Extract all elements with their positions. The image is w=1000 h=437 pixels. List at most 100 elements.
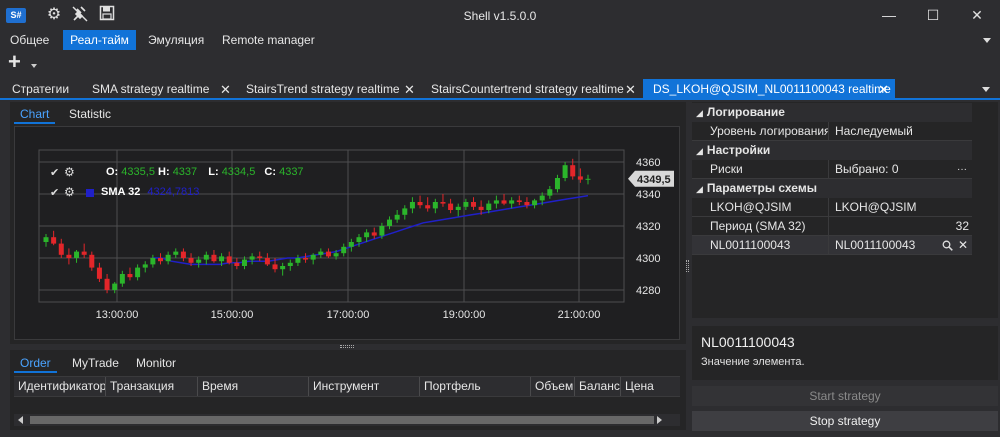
candle-body[interactable] [257, 256, 263, 258]
candle-body[interactable] [325, 251, 331, 257]
column-header-balance[interactable]: Баланс [575, 377, 621, 396]
add-strategy-button[interactable]: + [8, 49, 21, 74]
candle-body[interactable] [432, 202, 438, 209]
column-header-portfolio[interactable]: Портфель [420, 377, 531, 396]
candle-body[interactable] [142, 264, 148, 268]
candle-body[interactable] [501, 200, 507, 204]
candle-body[interactable] [516, 200, 522, 202]
candle-body[interactable] [196, 259, 202, 263]
candle-body[interactable] [226, 256, 232, 263]
vertical-splitter-grip[interactable] [686, 260, 689, 272]
candle-body[interactable] [364, 232, 370, 238]
candle-body[interactable] [379, 226, 385, 236]
candle-body[interactable] [387, 219, 393, 226]
candle-body[interactable] [409, 202, 415, 209]
candle-body[interactable] [188, 258, 194, 263]
candle-body[interactable] [318, 251, 324, 255]
tab-stairs-trend-close-icon[interactable]: ✕ [404, 82, 415, 97]
minimize-button[interactable]: — [882, 7, 896, 23]
candle-body[interactable] [493, 200, 499, 204]
candle-body[interactable] [112, 283, 118, 290]
menu-item-emulation[interactable]: Эмуляция [148, 33, 205, 47]
column-header-id[interactable]: Идентификатор [14, 377, 106, 396]
prop-value[interactable]: Наследуемый [835, 124, 913, 138]
gear-icon[interactable]: ⚙ [46, 6, 62, 23]
candle-body[interactable] [51, 237, 57, 244]
tab-chart[interactable]: Chart [14, 104, 56, 124]
candlestick-chart[interactable]: 4280 4300 4320 4340 4360 13:00:00 15:00:00 17:0… [14, 126, 680, 340]
candle-body[interactable] [577, 176, 583, 180]
column-header-time[interactable]: Время [198, 377, 309, 396]
scroll-left-arrow-icon[interactable] [18, 416, 23, 424]
candle-body[interactable] [356, 237, 362, 242]
scroll-right-arrow-icon[interactable] [657, 416, 662, 424]
tab-ds-lkoh-close-icon[interactable]: ✕ [878, 82, 889, 97]
property-grid-divider[interactable] [692, 318, 998, 324]
candle-body[interactable] [249, 256, 255, 260]
tab-statistic[interactable]: Statistic [69, 107, 112, 121]
candle-body[interactable] [180, 251, 186, 258]
stop-strategy-button[interactable]: Stop strategy [692, 411, 998, 431]
candle-body[interactable] [287, 262, 293, 266]
candle-body[interactable] [241, 259, 247, 266]
search-icon[interactable] [942, 236, 956, 255]
clear-icon[interactable]: ✕ [958, 238, 969, 252]
tabs-overflow-chevron-down-icon[interactable] [982, 87, 990, 92]
candle-body[interactable] [127, 274, 133, 278]
column-header-transaction[interactable]: Транзакция [106, 377, 198, 396]
candle-body[interactable] [402, 208, 408, 215]
tab-stairs-countertrend-close-icon[interactable]: ✕ [625, 82, 636, 97]
candle-body[interactable] [532, 200, 538, 206]
candle-body[interactable] [89, 254, 95, 268]
candle-body[interactable] [348, 242, 354, 247]
candle-body[interactable] [104, 278, 110, 290]
tab-monitor[interactable]: Monitor [136, 356, 177, 370]
tab-sma-strategy[interactable]: SMA strategy realtime [92, 82, 210, 96]
candle-body[interactable] [440, 202, 446, 204]
column-header-price[interactable]: Цена [625, 379, 654, 393]
candle-body[interactable] [119, 274, 125, 284]
scrollbar-thumb[interactable] [30, 416, 654, 424]
prop-row-sma-period[interactable]: Период (SMA 32) 32 [692, 217, 972, 236]
start-strategy-button[interactable]: Start strategy [692, 386, 998, 406]
candle-body[interactable] [272, 264, 278, 270]
candle-body[interactable] [211, 254, 217, 262]
candle-body[interactable] [341, 246, 347, 254]
candle-body[interactable] [280, 266, 286, 270]
add-dropdown-chevron-down-icon[interactable] [31, 64, 37, 68]
candle-body[interactable] [135, 267, 141, 278]
candle-body[interactable] [66, 254, 72, 258]
candle-body[interactable] [371, 232, 377, 236]
candle-body[interactable] [547, 189, 553, 196]
sma-legend-gear-icon[interactable]: ⚙ [64, 185, 75, 199]
candle-body[interactable] [333, 253, 339, 257]
horizontal-splitter-grip[interactable] [340, 345, 354, 348]
tab-ds-lkoh[interactable]: DS_LKOH@QJSIM_NL0011100043 realtime [643, 79, 895, 100]
candle-body[interactable] [303, 258, 309, 260]
candle-body[interactable] [234, 262, 240, 266]
candle-body[interactable] [203, 254, 209, 260]
prop-value[interactable]: LKOH@QJSIM [835, 200, 917, 214]
candle-body[interactable] [509, 200, 515, 204]
candle-body[interactable] [570, 165, 576, 177]
maximize-button[interactable]: ☐ [926, 7, 940, 23]
candle-body[interactable] [562, 165, 568, 178]
prop-value[interactable]: 32 [955, 219, 969, 233]
candle-body[interactable] [165, 254, 171, 262]
prop-value[interactable]: Выбрано: 0 [835, 162, 899, 176]
candle-body[interactable] [264, 258, 270, 265]
tab-order[interactable]: Order [14, 353, 57, 373]
save-icon[interactable] [97, 5, 117, 25]
candle-body[interactable] [524, 202, 530, 206]
candle-body[interactable] [219, 256, 225, 262]
close-window-button[interactable]: ✕ [971, 7, 983, 23]
tab-strategies[interactable]: Стратегии [12, 82, 70, 96]
menu-item-general[interactable]: Общее [10, 33, 50, 47]
prop-row-risks[interactable]: Риски Выбрано: 0 ··· [692, 160, 972, 179]
candle-body[interactable] [539, 195, 545, 201]
candle-body[interactable] [448, 203, 454, 210]
sma-legend-check-icon[interactable]: ✔ [50, 187, 60, 199]
tab-stairs-countertrend[interactable]: StairsCountertrend strategy realtime [431, 82, 624, 96]
candle-body[interactable] [295, 258, 301, 263]
prop-row-nl-id[interactable]: NL0011100043 NL0011100043 ✕ [692, 236, 972, 255]
